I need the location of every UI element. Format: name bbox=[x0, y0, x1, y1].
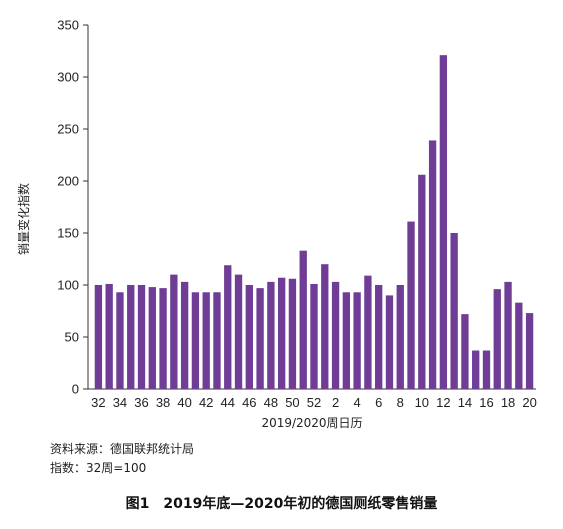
bar-week-37 bbox=[148, 287, 156, 389]
bar-week-42 bbox=[202, 292, 210, 389]
x-tick-label: 48 bbox=[264, 395, 278, 410]
bar-week-2 bbox=[331, 281, 340, 389]
bar-week-41 bbox=[191, 292, 200, 389]
bar-week-11 bbox=[428, 140, 437, 389]
y-axis-ticks: 0 50 100 150 200 250 300 350 bbox=[57, 18, 88, 397]
bar-week-46 bbox=[245, 285, 253, 389]
bar-week-15 bbox=[472, 350, 480, 389]
y-tick-label: 100 bbox=[57, 278, 79, 293]
bar-week-1 bbox=[321, 264, 329, 389]
bar-week-50 bbox=[288, 278, 297, 389]
x-tick-label: 4 bbox=[354, 395, 361, 410]
x-axis-title: 2019/2020周日历 bbox=[261, 416, 362, 430]
y-tick-label: 250 bbox=[57, 122, 79, 137]
x-tick-label: 42 bbox=[199, 395, 213, 410]
bar-week-51 bbox=[299, 250, 307, 389]
y-axis-title: 销量变化指数 bbox=[16, 183, 31, 255]
y-tick-label: 150 bbox=[57, 226, 79, 241]
bar-week-49 bbox=[277, 277, 286, 389]
y-tick-label: 50 bbox=[65, 330, 79, 345]
bar-week-3 bbox=[342, 292, 351, 389]
bar-week-40 bbox=[180, 281, 189, 389]
bar-week-52 bbox=[310, 283, 318, 389]
bar-week-4 bbox=[353, 292, 361, 389]
bar-week-7 bbox=[385, 295, 394, 389]
bar-week-10 bbox=[418, 174, 426, 389]
y-tick-label: 300 bbox=[57, 70, 79, 85]
source-note: 资料来源：德国联邦统计局 bbox=[50, 442, 195, 456]
x-tick-label: 20 bbox=[522, 395, 536, 410]
x-tick-label: 18 bbox=[501, 395, 515, 410]
x-tick-label: 50 bbox=[285, 395, 299, 410]
x-tick-label: 46 bbox=[242, 395, 256, 410]
x-tick-label: 16 bbox=[479, 395, 493, 410]
y-tick-label: 0 bbox=[72, 382, 79, 397]
x-tick-label: 12 bbox=[436, 395, 450, 410]
x-tick-label: 40 bbox=[177, 395, 191, 410]
bar-week-36 bbox=[137, 285, 146, 389]
x-tick-label: 8 bbox=[397, 395, 404, 410]
bar-week-32 bbox=[94, 285, 103, 389]
x-tick-label: 34 bbox=[113, 395, 127, 410]
bar-week-33 bbox=[105, 283, 113, 389]
bar-week-14 bbox=[461, 314, 469, 389]
index-note: 指数：32周=100 bbox=[50, 461, 147, 475]
bar-week-43 bbox=[213, 292, 221, 389]
x-axis-ticks: 32 34 36 38 40 42 44 46 48 50 52 2 4 6 8 10 12 14 16 18 20 bbox=[91, 395, 537, 410]
x-tick-label: 52 bbox=[307, 395, 321, 410]
y-tick-label: 200 bbox=[57, 174, 79, 189]
x-tick-label: 32 bbox=[91, 395, 105, 410]
bar-week-5 bbox=[364, 275, 372, 389]
x-tick-label: 6 bbox=[375, 395, 382, 410]
bar-week-17 bbox=[493, 289, 501, 389]
bar-week-39 bbox=[170, 274, 178, 389]
bar-week-20 bbox=[525, 313, 534, 389]
bar-week-6 bbox=[375, 285, 383, 389]
bars bbox=[94, 55, 534, 389]
bar-week-9 bbox=[407, 221, 415, 389]
bar-week-45 bbox=[234, 274, 243, 389]
x-tick-label: 2 bbox=[332, 395, 339, 410]
bar-week-38 bbox=[159, 288, 167, 389]
bar-week-34 bbox=[116, 292, 124, 389]
figure-caption: 图1 2019年底—2020年初的德国厕纸零售销量 bbox=[125, 496, 438, 512]
bar-week-12 bbox=[439, 55, 448, 389]
bar-week-47 bbox=[256, 288, 264, 389]
bar-week-48 bbox=[267, 281, 275, 389]
bar-week-13 bbox=[450, 233, 458, 389]
bar-week-35 bbox=[127, 285, 135, 389]
y-tick-label: 350 bbox=[57, 18, 79, 33]
x-tick-label: 36 bbox=[134, 395, 148, 410]
x-tick-label: 44 bbox=[221, 395, 235, 410]
x-tick-label: 14 bbox=[458, 395, 472, 410]
bar-week-19 bbox=[515, 302, 523, 389]
bar-week-44 bbox=[224, 265, 232, 389]
bar-week-8 bbox=[396, 285, 404, 389]
x-tick-label: 10 bbox=[415, 395, 429, 410]
bar-week-16 bbox=[482, 350, 491, 389]
x-tick-label: 38 bbox=[156, 395, 170, 410]
bar-week-18 bbox=[504, 281, 512, 389]
